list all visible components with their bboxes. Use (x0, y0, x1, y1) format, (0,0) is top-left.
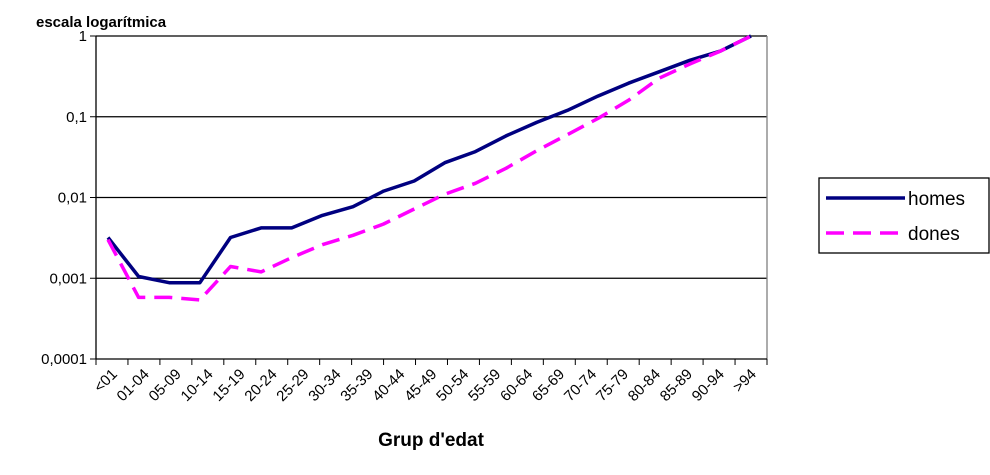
x-tick-label: 05-09 (146, 366, 185, 405)
y-axis-title: escala logarítmica (36, 14, 167, 31)
x-tick-label: 20-24 (241, 366, 280, 405)
x-tick-label: 30-34 (305, 366, 344, 405)
x-tick-label: 50-54 (433, 366, 472, 405)
x-axis-title: Grup d'edat (378, 430, 485, 451)
x-tick-label: >94 (730, 366, 760, 396)
legend: homes dones (818, 177, 990, 254)
x-tick-label: 25-29 (273, 366, 312, 405)
x-tick-label: 85-89 (657, 366, 696, 405)
x-tick-label: 55-59 (465, 366, 504, 405)
x-tick-label: 65-69 (529, 366, 568, 405)
x-tick-label: 80-84 (625, 366, 664, 405)
x-tick-label: 15-19 (209, 366, 248, 405)
legend-label-dones: dones (908, 224, 960, 245)
x-tick-label: 60-64 (497, 366, 536, 405)
x-axis-ticks: <0101-0405-0910-1415-1920-2425-2930-3435… (91, 359, 768, 405)
legend-label-homes: homes (908, 189, 965, 210)
x-tick-label: 40-44 (369, 366, 408, 405)
x-tick-label: 35-39 (337, 366, 376, 405)
series-line-dones (106, 34, 752, 302)
x-tick-label: 90-94 (689, 366, 728, 405)
y-axis-ticks: 1 0,1 0,01 0,001 0,0001 (41, 28, 96, 368)
x-tick-label: 70-74 (561, 366, 600, 405)
series-line-homes (106, 34, 752, 285)
y-tick-label: 0,01 (58, 190, 87, 207)
grid-lines (95, 35, 768, 360)
x-tick-label: 10-14 (178, 366, 217, 405)
y-tick-label: 0,1 (66, 109, 87, 126)
x-tick-label: 01-04 (114, 366, 153, 405)
y-tick-label: 0,0001 (41, 351, 87, 368)
y-tick-label: 1 (79, 28, 87, 45)
legend-box (818, 177, 990, 254)
series-lines (106, 34, 752, 302)
y-tick-label: 0,001 (49, 270, 87, 287)
x-tick-label: 75-79 (593, 366, 632, 405)
x-tick-label: 45-49 (401, 366, 440, 405)
